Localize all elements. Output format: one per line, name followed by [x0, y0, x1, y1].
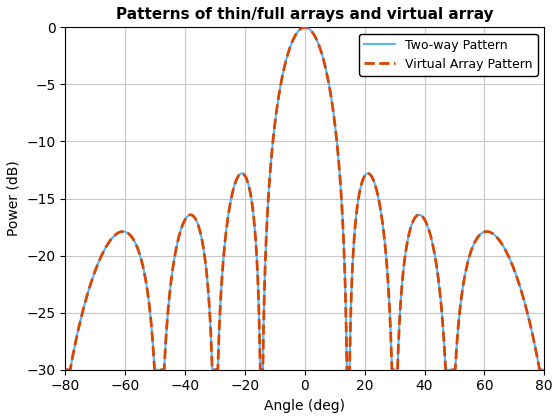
Two-way Pattern — [301, 25, 308, 30]
Line: Virtual Array Pattern: Virtual Array Pattern — [66, 27, 544, 370]
Two-way Pattern — [62, 367, 69, 372]
Virtual Array Pattern — [86, 285, 93, 290]
Two-way Pattern — [346, 367, 352, 372]
Two-way Pattern — [366, 172, 373, 177]
Two-way Pattern — [235, 173, 242, 178]
Virtual Array Pattern — [301, 25, 308, 30]
Two-way Pattern — [442, 367, 449, 372]
Y-axis label: Power (dB): Power (dB) — [7, 161, 21, 236]
Virtual Array Pattern — [417, 213, 424, 218]
Virtual Array Pattern — [62, 367, 69, 372]
Virtual Array Pattern — [366, 172, 373, 177]
Virtual Array Pattern — [541, 367, 548, 372]
Two-way Pattern — [417, 213, 424, 218]
Legend: Two-way Pattern, Virtual Array Pattern: Two-way Pattern, Virtual Array Pattern — [360, 34, 538, 76]
Virtual Array Pattern — [235, 173, 242, 178]
Virtual Array Pattern — [442, 367, 449, 372]
Two-way Pattern — [541, 367, 548, 372]
Title: Patterns of thin/full arrays and virtual array: Patterns of thin/full arrays and virtual… — [116, 7, 494, 22]
X-axis label: Angle (deg): Angle (deg) — [264, 399, 346, 413]
Virtual Array Pattern — [346, 367, 352, 372]
Line: Two-way Pattern: Two-way Pattern — [66, 27, 544, 370]
Two-way Pattern — [86, 285, 93, 290]
